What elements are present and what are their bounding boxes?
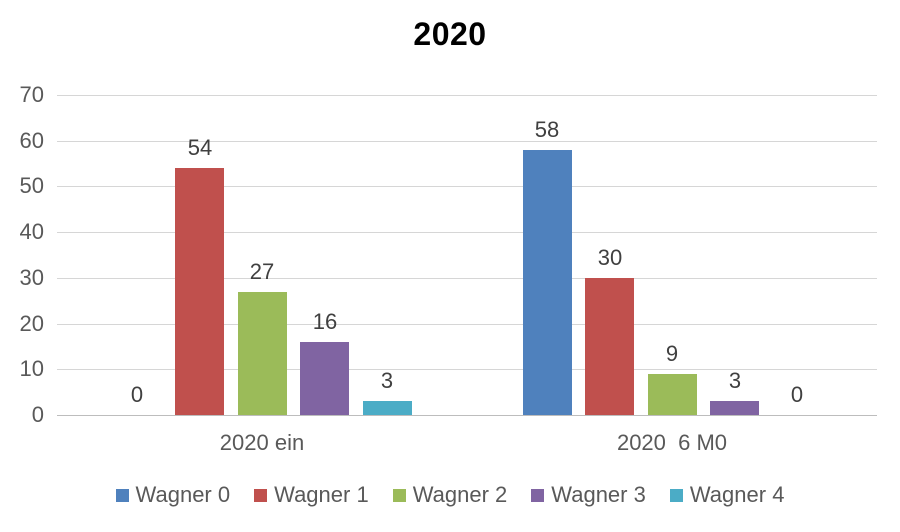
bar-value-label: 3 (728, 368, 742, 393)
y-axis-tick-label: 20 (19, 311, 44, 336)
gridline (57, 415, 877, 416)
category-label: 2020 6 M0 (616, 430, 728, 455)
legend-item-label: Wagner 1 (274, 482, 369, 507)
bar (300, 342, 349, 415)
category-label: 2020 ein (219, 430, 305, 455)
legend-swatch (254, 488, 268, 502)
legend-item-label: Wagner 4 (689, 482, 785, 507)
y-axis-tick-label: 50 (19, 173, 44, 198)
y-axis-tick-label: 30 (19, 265, 44, 290)
gridline (57, 369, 877, 370)
legend-item: Wagner 2 (392, 482, 508, 508)
y-axis-tick-label: 60 (19, 128, 44, 153)
bar-value-label: 58 (534, 117, 560, 142)
legend-item-label: Wagner 3 (551, 482, 646, 507)
bar (523, 150, 572, 415)
bar-value-label: 16 (312, 309, 338, 334)
y-axis-tick-label: 40 (19, 219, 44, 244)
bar-value-label: 30 (597, 245, 623, 270)
bar-value-label: 9 (665, 341, 679, 366)
bar-value-label: 0 (790, 382, 804, 407)
y-axis-tick-label: 10 (19, 356, 44, 381)
gridline (57, 186, 877, 187)
gridline (57, 278, 877, 279)
legend-item-label: Wagner 2 (412, 482, 508, 507)
bar-value-label: 0 (130, 382, 144, 407)
bar (363, 401, 412, 415)
gridline (57, 324, 877, 325)
legend-item: Wagner 3 (531, 482, 646, 508)
bar (648, 374, 697, 415)
bar-value-label: 3 (380, 368, 394, 393)
legend-swatch (392, 488, 406, 502)
legend-swatch (531, 488, 545, 502)
legend-item: Wagner 4 (669, 482, 785, 508)
bar (710, 401, 759, 415)
bar (238, 292, 287, 415)
chart-title: 2020 (413, 16, 487, 52)
legend-swatch (669, 488, 683, 502)
gridline (57, 232, 877, 233)
bar (175, 168, 224, 415)
bar (585, 278, 634, 415)
y-axis-tick-label: 0 (31, 402, 44, 427)
legend-item: Wagner 0 (115, 482, 231, 508)
bar-value-label: 27 (249, 259, 275, 284)
y-axis-tick-label: 70 (19, 82, 44, 107)
gridline (57, 95, 877, 96)
legend-item: Wagner 1 (254, 482, 369, 508)
bar-value-label: 54 (187, 135, 213, 160)
legend-swatch (115, 488, 129, 502)
gridline (57, 141, 877, 142)
legend-item-label: Wagner 0 (135, 482, 231, 507)
chart-legend: Wagner 0 Wagner 1 Wagner 2 Wagner 3 Wagner 4 (0, 482, 900, 508)
